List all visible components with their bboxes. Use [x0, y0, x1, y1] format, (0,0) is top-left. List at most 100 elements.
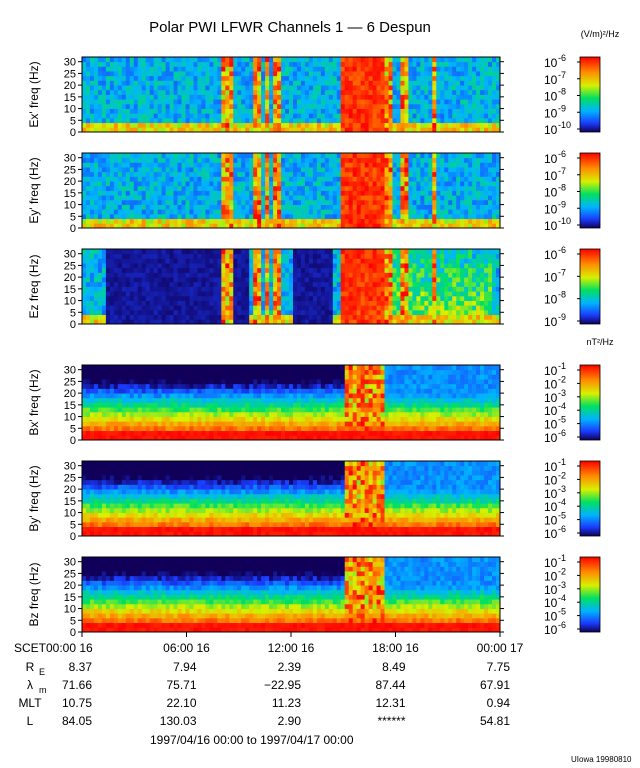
spectro-cell: [197, 57, 202, 63]
spectro-cell: [221, 213, 226, 220]
spectro-cell: [197, 122, 202, 128]
spectro-cell: [237, 309, 242, 316]
spectro-cell: [344, 99, 350, 105]
spectro-cell: [356, 204, 362, 210]
spectro-cell: [97, 309, 103, 316]
spectro-cell: [193, 263, 198, 269]
spectro-cell: [257, 113, 262, 119]
spectro-cell: [213, 99, 218, 105]
spectro-cell: [364, 185, 370, 191]
spectro-cell: [265, 319, 270, 325]
spectro-cell: [372, 199, 377, 205]
spectro-cell: [285, 277, 290, 283]
spectro-cell: [245, 99, 250, 105]
spectro-cell: [161, 249, 166, 255]
spectro-cell: [177, 291, 182, 297]
spectro-cell: [113, 61, 119, 67]
spectro-cell: [153, 267, 159, 273]
spectro-cell: [157, 85, 163, 91]
spectro-cell: [129, 305, 135, 311]
spectro-cell: [157, 199, 163, 205]
spectro-cell: [245, 103, 250, 109]
spectro-cell: [416, 209, 421, 215]
spectro-cell: [117, 162, 123, 168]
spectro-cell: [316, 223, 322, 229]
spectro-cell: [229, 94, 234, 100]
spectro-cell: [320, 253, 326, 259]
spectro-cell: [125, 314, 131, 320]
spectro-cell: [201, 309, 206, 316]
spectro-cell: [380, 195, 385, 201]
spectro-cell: [241, 71, 246, 77]
spectro-cell: [173, 75, 178, 81]
spectro-cell: [448, 75, 453, 81]
spectro-cell: [141, 281, 147, 287]
spectro-cell: [93, 314, 99, 320]
spectro-cell: [241, 181, 246, 187]
spectro-cell: [105, 122, 111, 128]
spectro-cell: [265, 190, 270, 196]
spectro-cell: [328, 319, 334, 325]
spectro-cell: [468, 122, 473, 128]
spectro-cell: [348, 113, 354, 119]
spectro-cell: [368, 185, 374, 191]
spectro-cell: [468, 80, 473, 86]
spectro-cell: [496, 167, 501, 173]
spectro-cell: [169, 253, 174, 259]
spectro-cell: [105, 258, 111, 264]
spectro-cell: [205, 85, 210, 91]
spectro-cell: [472, 153, 477, 159]
spectro-cell: [189, 108, 194, 114]
spectro-cell: [269, 204, 274, 210]
spectro-cell: [221, 153, 226, 159]
spectro-cell: [153, 99, 159, 105]
spectro-cell: [340, 61, 346, 67]
spectro-cell: [452, 57, 457, 63]
spectro-cell: [340, 209, 346, 215]
spectro-cell: [304, 108, 310, 114]
spectro-cell: [320, 94, 326, 100]
spectro-cell: [400, 80, 405, 86]
spectro-cell: [468, 75, 473, 81]
spectro-cell: [193, 300, 198, 306]
spectro-cell: [340, 89, 346, 95]
spectro-cell: [348, 61, 354, 67]
spectro-cell: [336, 199, 342, 205]
spectro-cell: [285, 66, 290, 72]
spectro-cell: [237, 181, 242, 187]
spectro-cell: [416, 162, 421, 168]
spectro-cell: [237, 291, 242, 297]
spectro-cell: [113, 272, 119, 278]
spectro-cell: [436, 195, 441, 201]
spectro-cell: [253, 117, 258, 124]
spectro-cell: [340, 94, 346, 100]
spectro-cell: [360, 253, 366, 259]
spectro-cell: [261, 89, 266, 95]
spectro-cell: [185, 199, 190, 205]
spectro-cell: [436, 113, 441, 119]
spectro-cell: [93, 113, 99, 119]
spectro-cell: [352, 199, 358, 205]
spectro-cell: [105, 89, 111, 95]
spectro-cell: [161, 300, 166, 306]
spectro-cell: [300, 117, 306, 124]
spectro-cell: [424, 300, 429, 306]
spectro-cell: [464, 176, 469, 182]
spectro-cell: [277, 66, 282, 72]
spectro-cell: [181, 319, 186, 325]
spectro-cell: [121, 249, 127, 255]
spectro-cell: [253, 309, 258, 316]
spectro-cell: [89, 127, 95, 133]
spectro-cell: [217, 127, 222, 133]
spectro-cell: [85, 291, 91, 297]
spectro-cell: [245, 204, 250, 210]
spectro-cell: [376, 181, 381, 187]
spectro-cell: [213, 209, 218, 215]
spectro-cell: [273, 319, 278, 325]
spectro-cell: [257, 66, 262, 72]
spectro-cell: [269, 85, 274, 91]
spectro-cell: [404, 71, 409, 77]
spectro-cell: [376, 185, 381, 191]
spectro-cell: [452, 272, 457, 278]
spectro-cell: [296, 281, 302, 287]
